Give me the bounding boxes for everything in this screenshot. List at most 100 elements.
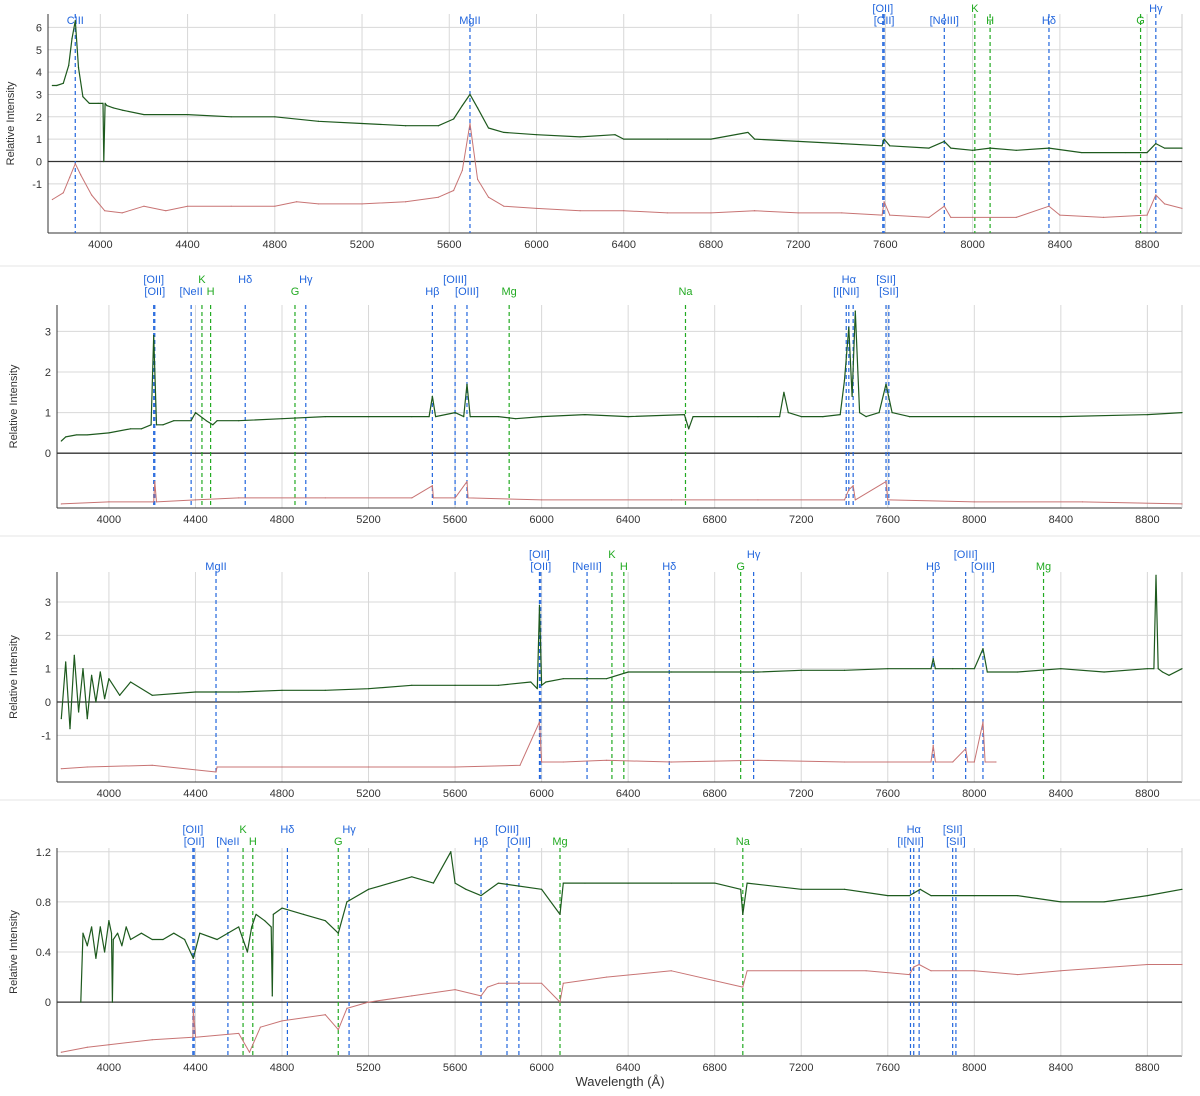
spectrum-point <box>851 395 853 397</box>
x-tick-label: 5200 <box>356 1062 380 1074</box>
y-tick-label: 0.4 <box>36 947 51 959</box>
model-point <box>467 497 469 499</box>
spectrum-point <box>437 125 439 127</box>
model-point <box>317 203 320 205</box>
x-axis-label: Wavelength (Å) <box>575 1074 664 1089</box>
x-tick-label: 4400 <box>183 514 207 526</box>
spectrum-point <box>194 411 197 414</box>
model-point <box>281 1020 283 1022</box>
model-point <box>908 973 911 976</box>
model-point <box>889 214 891 216</box>
spectral-line-label: G <box>334 836 343 848</box>
spectrum-point <box>865 416 867 418</box>
model-point <box>186 205 189 207</box>
spectrum-point <box>466 383 468 385</box>
spectral-line-label: K <box>608 549 616 561</box>
model-point <box>324 497 326 499</box>
spectrum-point <box>111 1001 113 1003</box>
spectrum-point <box>281 689 283 691</box>
model-point <box>559 1001 561 1003</box>
spectrum-point <box>103 951 106 953</box>
spectrum-point <box>1146 895 1148 897</box>
x-tick-label: 6000 <box>529 788 553 800</box>
spectrum-point <box>82 668 84 670</box>
spectral-line-label: [OII] <box>143 274 164 286</box>
spectrum-point <box>151 938 153 941</box>
model-point <box>165 210 167 212</box>
model-point <box>216 766 218 768</box>
model-point <box>487 196 490 198</box>
model-point <box>843 761 846 763</box>
spectrum-point <box>757 671 759 673</box>
spectrum-point <box>112 107 115 109</box>
spectral-line-label: Hα <box>842 274 857 286</box>
spectral-line-label: [OII] <box>529 549 550 561</box>
model-point <box>74 163 76 165</box>
spectrum-point <box>60 440 62 442</box>
spectrum-point <box>800 888 802 890</box>
spectral-line-label: H <box>986 15 994 27</box>
spectrum-point <box>428 416 430 418</box>
spectrum-point <box>337 932 339 934</box>
spectrum-point <box>129 428 132 430</box>
spectrum-point <box>928 147 930 149</box>
x-tick-label: 4400 <box>183 788 207 800</box>
model-point <box>984 761 986 763</box>
spectral-line-label: G <box>291 286 300 298</box>
spectral-line-label: [SII] <box>876 274 896 286</box>
spectrum-point <box>104 102 106 104</box>
model-point <box>885 481 887 483</box>
spectrum-point <box>932 658 934 660</box>
spectrum-point <box>1016 895 1019 897</box>
spectrum-point <box>943 140 945 142</box>
spectrum-point <box>272 913 274 916</box>
spectrum-point <box>497 882 499 884</box>
spectral-line-label: [OIII] <box>507 836 531 848</box>
model-point <box>952 761 954 763</box>
panel-2: 4000 4400 4800 5200 5600 6000 6400 6800 7200 7600… <box>8 274 1183 526</box>
spectrum-point <box>541 416 543 418</box>
spectral-line-label: K <box>198 274 206 286</box>
model-point <box>973 761 975 763</box>
x-tick-label: 8800 <box>1135 788 1159 800</box>
x-tick-label: 8800 <box>1135 514 1159 526</box>
model-point <box>950 216 952 218</box>
y-axis-label: Relative Intensity <box>8 364 20 448</box>
spectrum-point <box>99 671 101 673</box>
spectrum-point <box>1157 668 1159 670</box>
spectrum-point <box>389 882 391 884</box>
y-axis-label: Relative Intensity <box>5 81 17 165</box>
spectral-line-label: H <box>207 286 215 298</box>
spectral-line-label: Hα <box>907 824 922 836</box>
spectral-line-label: [OII] <box>874 15 895 27</box>
spectrum-point <box>541 888 543 890</box>
spectrum-point <box>82 932 84 934</box>
model-point <box>497 982 499 984</box>
spectrum-point <box>108 432 110 434</box>
spectral-line-label: Hγ <box>342 824 356 836</box>
spectrum-point <box>908 895 911 897</box>
spectrum-point <box>143 113 145 116</box>
model-point <box>562 982 564 984</box>
spectrum-point <box>73 654 75 656</box>
model-point <box>194 499 197 501</box>
spectrum-point <box>251 926 253 928</box>
spectrum-point <box>787 411 789 414</box>
spectrum-point <box>883 138 885 140</box>
model-point <box>1163 203 1166 205</box>
model-point <box>367 1001 370 1003</box>
spectrum-point <box>757 416 759 418</box>
model-point <box>852 485 854 487</box>
spectrum-point <box>454 684 456 686</box>
spectrum-point <box>710 138 712 140</box>
model-point <box>281 766 283 768</box>
spectrum-point <box>843 379 846 381</box>
model-point <box>503 205 505 207</box>
spectrum-point <box>1103 901 1105 903</box>
spectrum-point <box>848 326 850 328</box>
model-point <box>854 499 856 501</box>
x-tick-label: 7200 <box>789 1062 813 1074</box>
spectrum-point <box>530 681 532 683</box>
spectrum-point <box>841 143 843 145</box>
spectrum-point <box>69 728 71 730</box>
